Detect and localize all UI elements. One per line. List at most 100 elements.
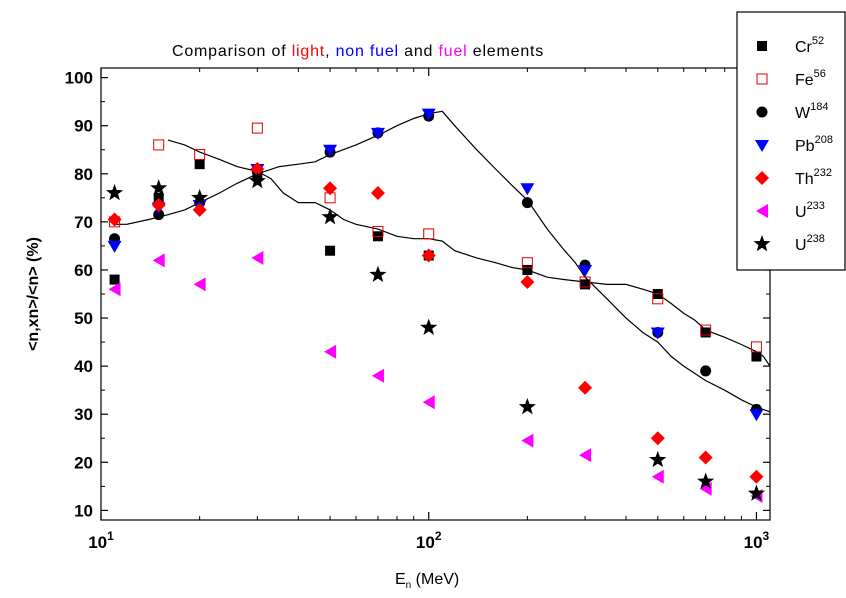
legend-element-name: W [795, 105, 811, 122]
series-u-233 [108, 250, 763, 503]
legend-element-name: U [795, 204, 807, 221]
x-tick-label: 101 [88, 529, 114, 552]
legend-element-name: U [795, 237, 807, 254]
y-tick-label: 30 [74, 405, 93, 424]
data-point [700, 327, 711, 338]
data-point [153, 209, 165, 221]
legend-mass-number: 233 [807, 200, 825, 212]
data-point [518, 398, 536, 415]
x-tick-exponent: 3 [763, 529, 770, 543]
y-axis-label: <n,xn>/<n> (%) [25, 237, 42, 351]
data-point [578, 264, 593, 277]
data-point [698, 450, 713, 465]
chart-title-text: Comparison of light, non fuel and fuel e… [172, 43, 544, 60]
data-point [423, 228, 435, 240]
data-point [153, 139, 165, 151]
data-point [150, 179, 168, 196]
data-point [650, 327, 665, 340]
title-part: light [292, 43, 325, 60]
legend-element-name: Fe [795, 72, 814, 89]
legend-label: Fe56 [795, 68, 826, 89]
x-tick-base: 10 [744, 533, 763, 552]
fit-lines [114, 110, 771, 413]
data-point [324, 344, 337, 359]
data-point [153, 192, 164, 203]
data-point [749, 409, 764, 422]
data-point [522, 264, 533, 275]
data-point [370, 186, 385, 201]
data-point [250, 161, 265, 176]
x-tick-exponent: 1 [107, 529, 114, 543]
legend-marker [756, 106, 768, 118]
data-point [193, 277, 206, 292]
data-point [747, 484, 765, 501]
data-point [420, 318, 438, 335]
data-point [107, 212, 122, 227]
data-point [323, 181, 338, 196]
x-label-sub: n [406, 580, 412, 591]
data-point [191, 188, 209, 206]
x-tick-base: 10 [416, 533, 435, 552]
data-point [321, 208, 339, 225]
data-point [700, 365, 712, 377]
legend-marker [755, 140, 769, 152]
data-point [579, 276, 591, 288]
data-point [651, 469, 664, 484]
legend-element-name: Cr [795, 39, 813, 56]
legend-label: Pb208 [795, 134, 833, 155]
chart-title: Comparison of light, non fuel and fuel e… [172, 43, 544, 60]
data-point [700, 324, 712, 336]
y-tick-label: 90 [74, 117, 93, 136]
data-points [106, 108, 765, 503]
legend-label: Th232 [795, 167, 832, 188]
data-point [650, 431, 665, 446]
data-point [192, 202, 207, 217]
legend-mass-number: 52 [812, 35, 824, 47]
series-w-184 [109, 110, 762, 415]
data-point [521, 257, 533, 269]
y-tick-label: 60 [74, 261, 93, 280]
plot-frame [100, 67, 771, 521]
data-point [749, 469, 764, 484]
legend-marker [756, 73, 768, 85]
legend-mass-number: 184 [810, 101, 828, 113]
title-part: elements [468, 43, 545, 60]
legend-element-name: Th [795, 171, 814, 188]
legend-mass-number: 232 [814, 167, 832, 179]
series-th-232 [107, 161, 764, 484]
legend-label: U233 [795, 200, 825, 221]
data-point [151, 198, 166, 213]
y-tick-label: 10 [74, 501, 93, 520]
series-pb-208 [107, 108, 764, 422]
data-point [578, 380, 593, 395]
data-point [521, 433, 534, 448]
data-point [520, 183, 535, 196]
x-label-main: E [395, 571, 406, 588]
x-tick-label: 103 [744, 529, 770, 552]
data-point [421, 108, 436, 121]
legend-element-name: Pb [795, 138, 815, 155]
y-tick-label: 80 [74, 165, 93, 184]
legend-box [736, 11, 846, 271]
data-point [371, 368, 384, 383]
legend-label: W184 [795, 101, 828, 122]
data-point [107, 240, 122, 253]
x-tick-exponent: 2 [435, 529, 442, 543]
x-label-rest: (MeV) [411, 571, 459, 588]
title-part: Comparison of [172, 43, 292, 60]
data-point [370, 127, 385, 140]
data-point [372, 225, 384, 237]
data-point [652, 293, 664, 305]
y-tick-label: 50 [74, 309, 93, 328]
title-part: and [399, 43, 439, 60]
data-point [697, 472, 715, 489]
data-point [579, 448, 592, 463]
legend-marker [755, 171, 769, 185]
title-part: fuel [439, 43, 468, 60]
data-point [580, 279, 591, 290]
legend-label: U238 [795, 233, 825, 254]
data-point [520, 274, 535, 289]
